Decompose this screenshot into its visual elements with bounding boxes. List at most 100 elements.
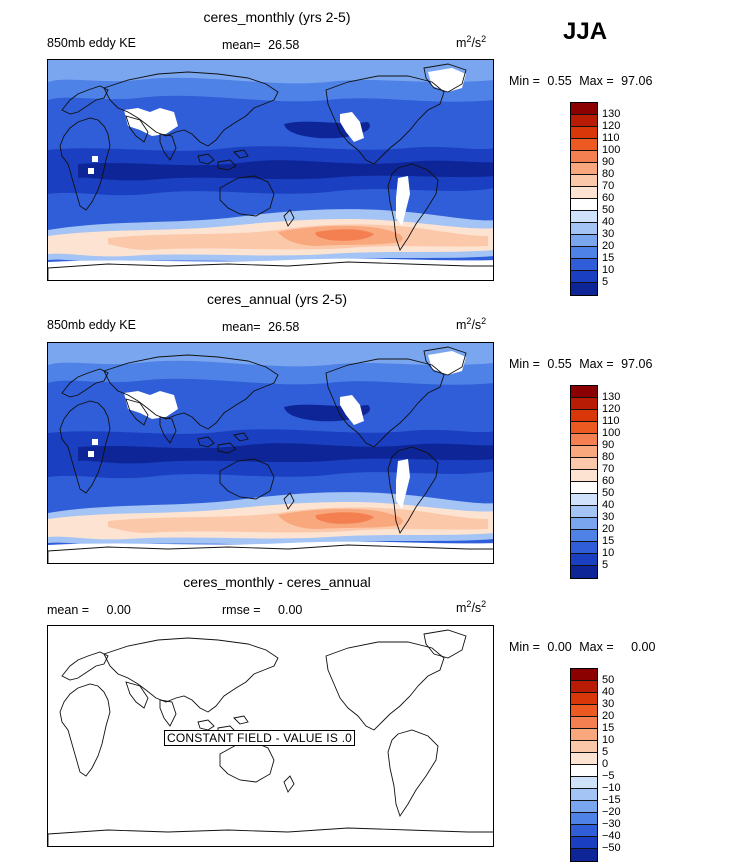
coastline — [217, 442, 237, 454]
colorbar-swatch — [571, 223, 597, 235]
coastline — [387, 163, 439, 252]
colorbar-swatch — [571, 151, 597, 163]
panel-title: ceres_monthly (yrs 2-5) — [203, 9, 351, 25]
colorbar — [570, 668, 598, 862]
colorbar-tick-label: 15 — [602, 252, 615, 264]
colorbar-tick-label: 50 — [602, 487, 615, 499]
colorbar-tick-label: 5 — [602, 276, 609, 288]
coastline — [387, 729, 439, 818]
colorbar-tick-label: −50 — [602, 842, 621, 854]
colorbar-tick-label: 70 — [602, 180, 615, 192]
colorbar-swatch — [571, 813, 597, 825]
colorbar-swatch — [571, 837, 597, 849]
colorbar-tick-label: 10 — [602, 547, 615, 559]
coastline — [125, 398, 149, 426]
coastline — [59, 683, 111, 777]
missing-data-region — [340, 395, 364, 425]
missing-data-region — [124, 108, 178, 136]
colorbar-swatch — [571, 115, 597, 127]
coastline — [283, 209, 295, 227]
contour-band — [48, 60, 493, 84]
colorbar-swatch — [571, 741, 597, 753]
colorbar-swatch — [571, 187, 597, 199]
colorbar-tick-label: 130 — [602, 391, 621, 403]
min-max-readout: Min = 0.55 Max = 97.06 — [509, 74, 653, 88]
colorbar-tick-label: 30 — [602, 511, 615, 523]
colorbar-swatch — [571, 506, 597, 518]
coastline — [125, 115, 149, 143]
colorbar-swatch — [571, 103, 597, 115]
map-plot — [47, 59, 494, 281]
colorbar-tick-label: 60 — [602, 192, 615, 204]
colorbar-swatch — [571, 729, 597, 741]
contour-band — [315, 229, 374, 241]
colorbar-tick-label: 15 — [602, 722, 615, 734]
colorbar — [570, 385, 598, 579]
missing-data-region — [92, 439, 98, 445]
colorbar-tick-label: 70 — [602, 463, 615, 475]
colorbar-tick-label: 20 — [602, 523, 615, 535]
colorbar-swatch — [571, 398, 597, 410]
contour-band — [315, 512, 374, 524]
coastline — [197, 153, 215, 165]
missing-data-region — [396, 176, 410, 226]
colorbar-swatch — [571, 789, 597, 801]
coastline — [125, 681, 149, 709]
colorbar-swatch — [571, 669, 597, 681]
colorbar-swatch — [571, 458, 597, 470]
colorbar-tick-label: 30 — [602, 698, 615, 710]
missing-data-region — [396, 459, 410, 509]
colorbar-swatch — [571, 211, 597, 223]
season-label: JJA — [563, 18, 608, 45]
contour-band — [48, 541, 493, 563]
colorbar-swatch — [571, 705, 597, 717]
colorbar-swatch — [571, 801, 597, 813]
colorbar-tick-label: 5 — [602, 559, 609, 571]
colorbar-swatch — [571, 765, 597, 777]
colorbar-tick-label: −10 — [602, 782, 621, 794]
colorbar-tick-label: 20 — [602, 240, 615, 252]
colorbar-tick-label: 110 — [602, 132, 620, 144]
colorbar-swatch — [571, 271, 597, 283]
colorbar-tick-label: 15 — [602, 535, 615, 547]
coastline — [283, 492, 295, 510]
contour-band — [78, 160, 493, 181]
colorbar-swatch — [571, 717, 597, 729]
colorbar-swatch — [571, 446, 597, 458]
coastline — [325, 641, 445, 731]
coastline — [423, 63, 467, 93]
variable-label: 850mb eddy KE — [47, 318, 136, 332]
mean-label: mean = — [47, 603, 90, 617]
coastline — [197, 719, 215, 731]
contour-band — [78, 443, 493, 464]
colorbar-tick-label: 130 — [602, 108, 621, 120]
contour-map — [48, 343, 493, 563]
coastline — [233, 149, 249, 159]
colorbar-swatch — [571, 566, 597, 578]
contour-band — [48, 258, 493, 280]
units-label: m2/s2 — [456, 599, 487, 616]
missing-data-region — [340, 112, 364, 142]
coastline — [233, 432, 249, 442]
coastline — [59, 117, 111, 211]
coastline — [219, 458, 275, 500]
coastline — [159, 133, 177, 161]
variable-label: 850mb eddy KE — [47, 36, 136, 50]
colorbar-tick-label: 110 — [602, 415, 620, 427]
colorbar-tick-label: 5 — [602, 746, 609, 758]
colorbar-swatch — [571, 386, 597, 398]
colorbar-tick-label: 40 — [602, 499, 615, 511]
colorbar-swatch — [571, 530, 597, 542]
contour-map — [48, 60, 493, 280]
colorbar-tick-label: 40 — [602, 686, 615, 698]
mean-value: 26.58 — [268, 38, 300, 52]
coastline — [325, 75, 445, 165]
panel-title: ceres_monthly - ceres_annual — [183, 574, 371, 590]
min-max-readout: Min = 0.55 Max = 97.06 — [509, 357, 653, 371]
coastline — [159, 416, 177, 444]
colorbar-swatch — [571, 127, 597, 139]
colorbar-tick-label: 120 — [602, 403, 621, 415]
colorbar-tick-label: 80 — [602, 451, 615, 463]
colorbar-swatch — [571, 849, 597, 861]
coastline — [387, 446, 439, 535]
